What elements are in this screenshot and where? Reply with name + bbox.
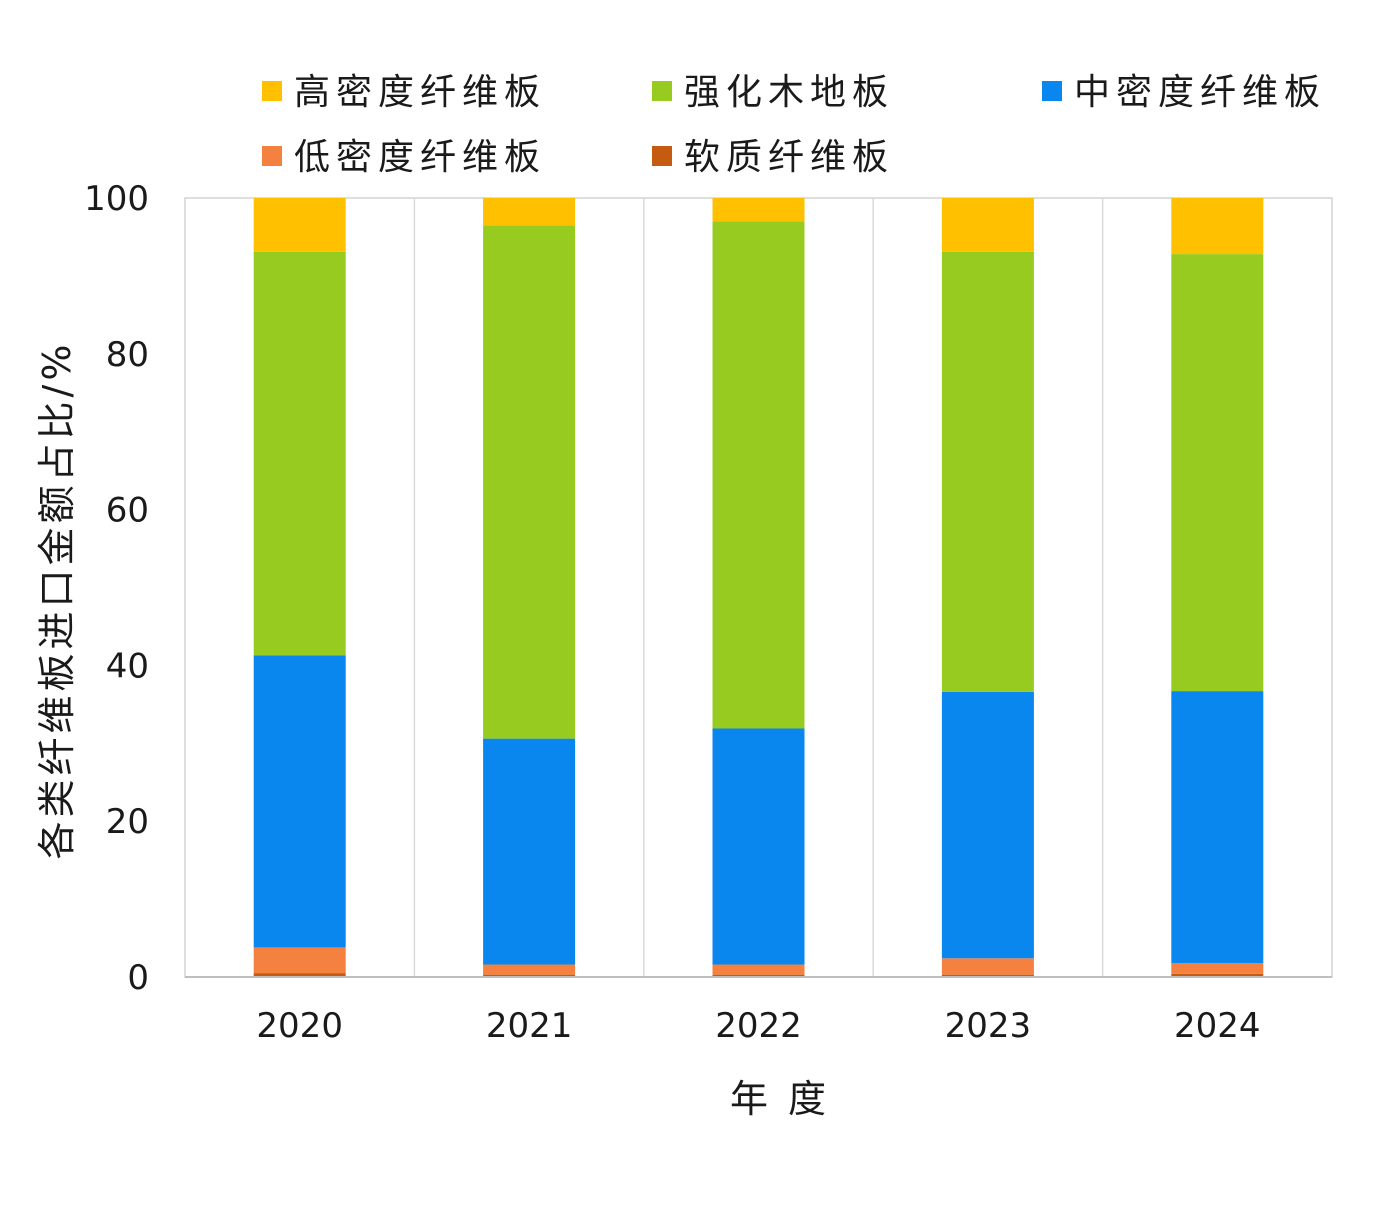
- bars: [253, 198, 1264, 977]
- y-tick-label: 40: [106, 646, 149, 686]
- bar-2023-series-4: [941, 198, 1034, 252]
- bar-2023-series-3: [941, 251, 1034, 692]
- x-tick-label: 2024: [1174, 1006, 1261, 1046]
- bar-2024-series-4: [1171, 198, 1264, 255]
- bar-2022-series-1: [712, 964, 805, 975]
- bar-2023-series-2: [941, 691, 1034, 959]
- bar-2020-series-2: [253, 655, 346, 948]
- bar-2022-series-0: [712, 974, 805, 977]
- bar-2020-series-3: [253, 251, 346, 656]
- bar-2022-series-2: [712, 728, 805, 965]
- y-tick-label: 80: [106, 335, 149, 375]
- bar-2024-series-0: [1171, 973, 1264, 977]
- bar-2022-series-4: [712, 198, 805, 222]
- bar-2021-series-3: [483, 225, 576, 739]
- bar-2024-series-3: [1171, 254, 1264, 692]
- bar-2020-series-0: [253, 973, 346, 977]
- bar-2021-series-2: [483, 738, 576, 965]
- y-tick-label: 0: [127, 958, 149, 998]
- x-tick-label: 2022: [715, 1006, 802, 1046]
- legend-label: 中密度纤维板: [1074, 72, 1326, 113]
- legend-swatch: [652, 146, 672, 166]
- bar-2020-series-4: [253, 198, 346, 252]
- bar-2023-series-0: [941, 974, 1034, 977]
- bar-2024-series-1: [1171, 962, 1264, 974]
- x-axis-title: 年 度: [730, 1077, 830, 1121]
- y-tick-label: 60: [106, 491, 149, 531]
- legend-label: 软质纤维板: [684, 137, 894, 178]
- bar-2023-series-1: [941, 958, 1034, 975]
- bar-2022-series-3: [712, 221, 805, 729]
- x-tick-label: 2023: [945, 1006, 1032, 1046]
- y-axis-title: 各类纤维板进口金额占比/%: [35, 341, 79, 860]
- bar-2021-series-1: [483, 964, 576, 975]
- x-tick-label: 2020: [256, 1006, 343, 1046]
- bar-2024-series-2: [1171, 691, 1264, 963]
- legend-swatch: [262, 146, 282, 166]
- y-tick-label: 100: [84, 179, 149, 219]
- bar-2021-series-0: [483, 974, 576, 977]
- legend-swatch: [1042, 81, 1062, 101]
- bar-2021-series-4: [483, 198, 576, 226]
- gridlines: [413, 198, 1104, 977]
- x-axis-ticks: 2020 2021 2022 2023 2024: [256, 1006, 1260, 1046]
- legend-swatch: [262, 81, 282, 101]
- x-tick-label: 2021: [486, 1006, 573, 1046]
- legend-label: 强化木地板: [684, 72, 894, 113]
- bar-2020-series-1: [253, 947, 346, 974]
- y-tick-label: 20: [106, 802, 149, 842]
- legend-swatch: [652, 81, 672, 101]
- y-axis-ticks: 0 20 40 60 80 100: [84, 179, 149, 998]
- legend-label: 低密度纤维板: [294, 137, 546, 178]
- legend-label: 高密度纤维板: [294, 72, 546, 113]
